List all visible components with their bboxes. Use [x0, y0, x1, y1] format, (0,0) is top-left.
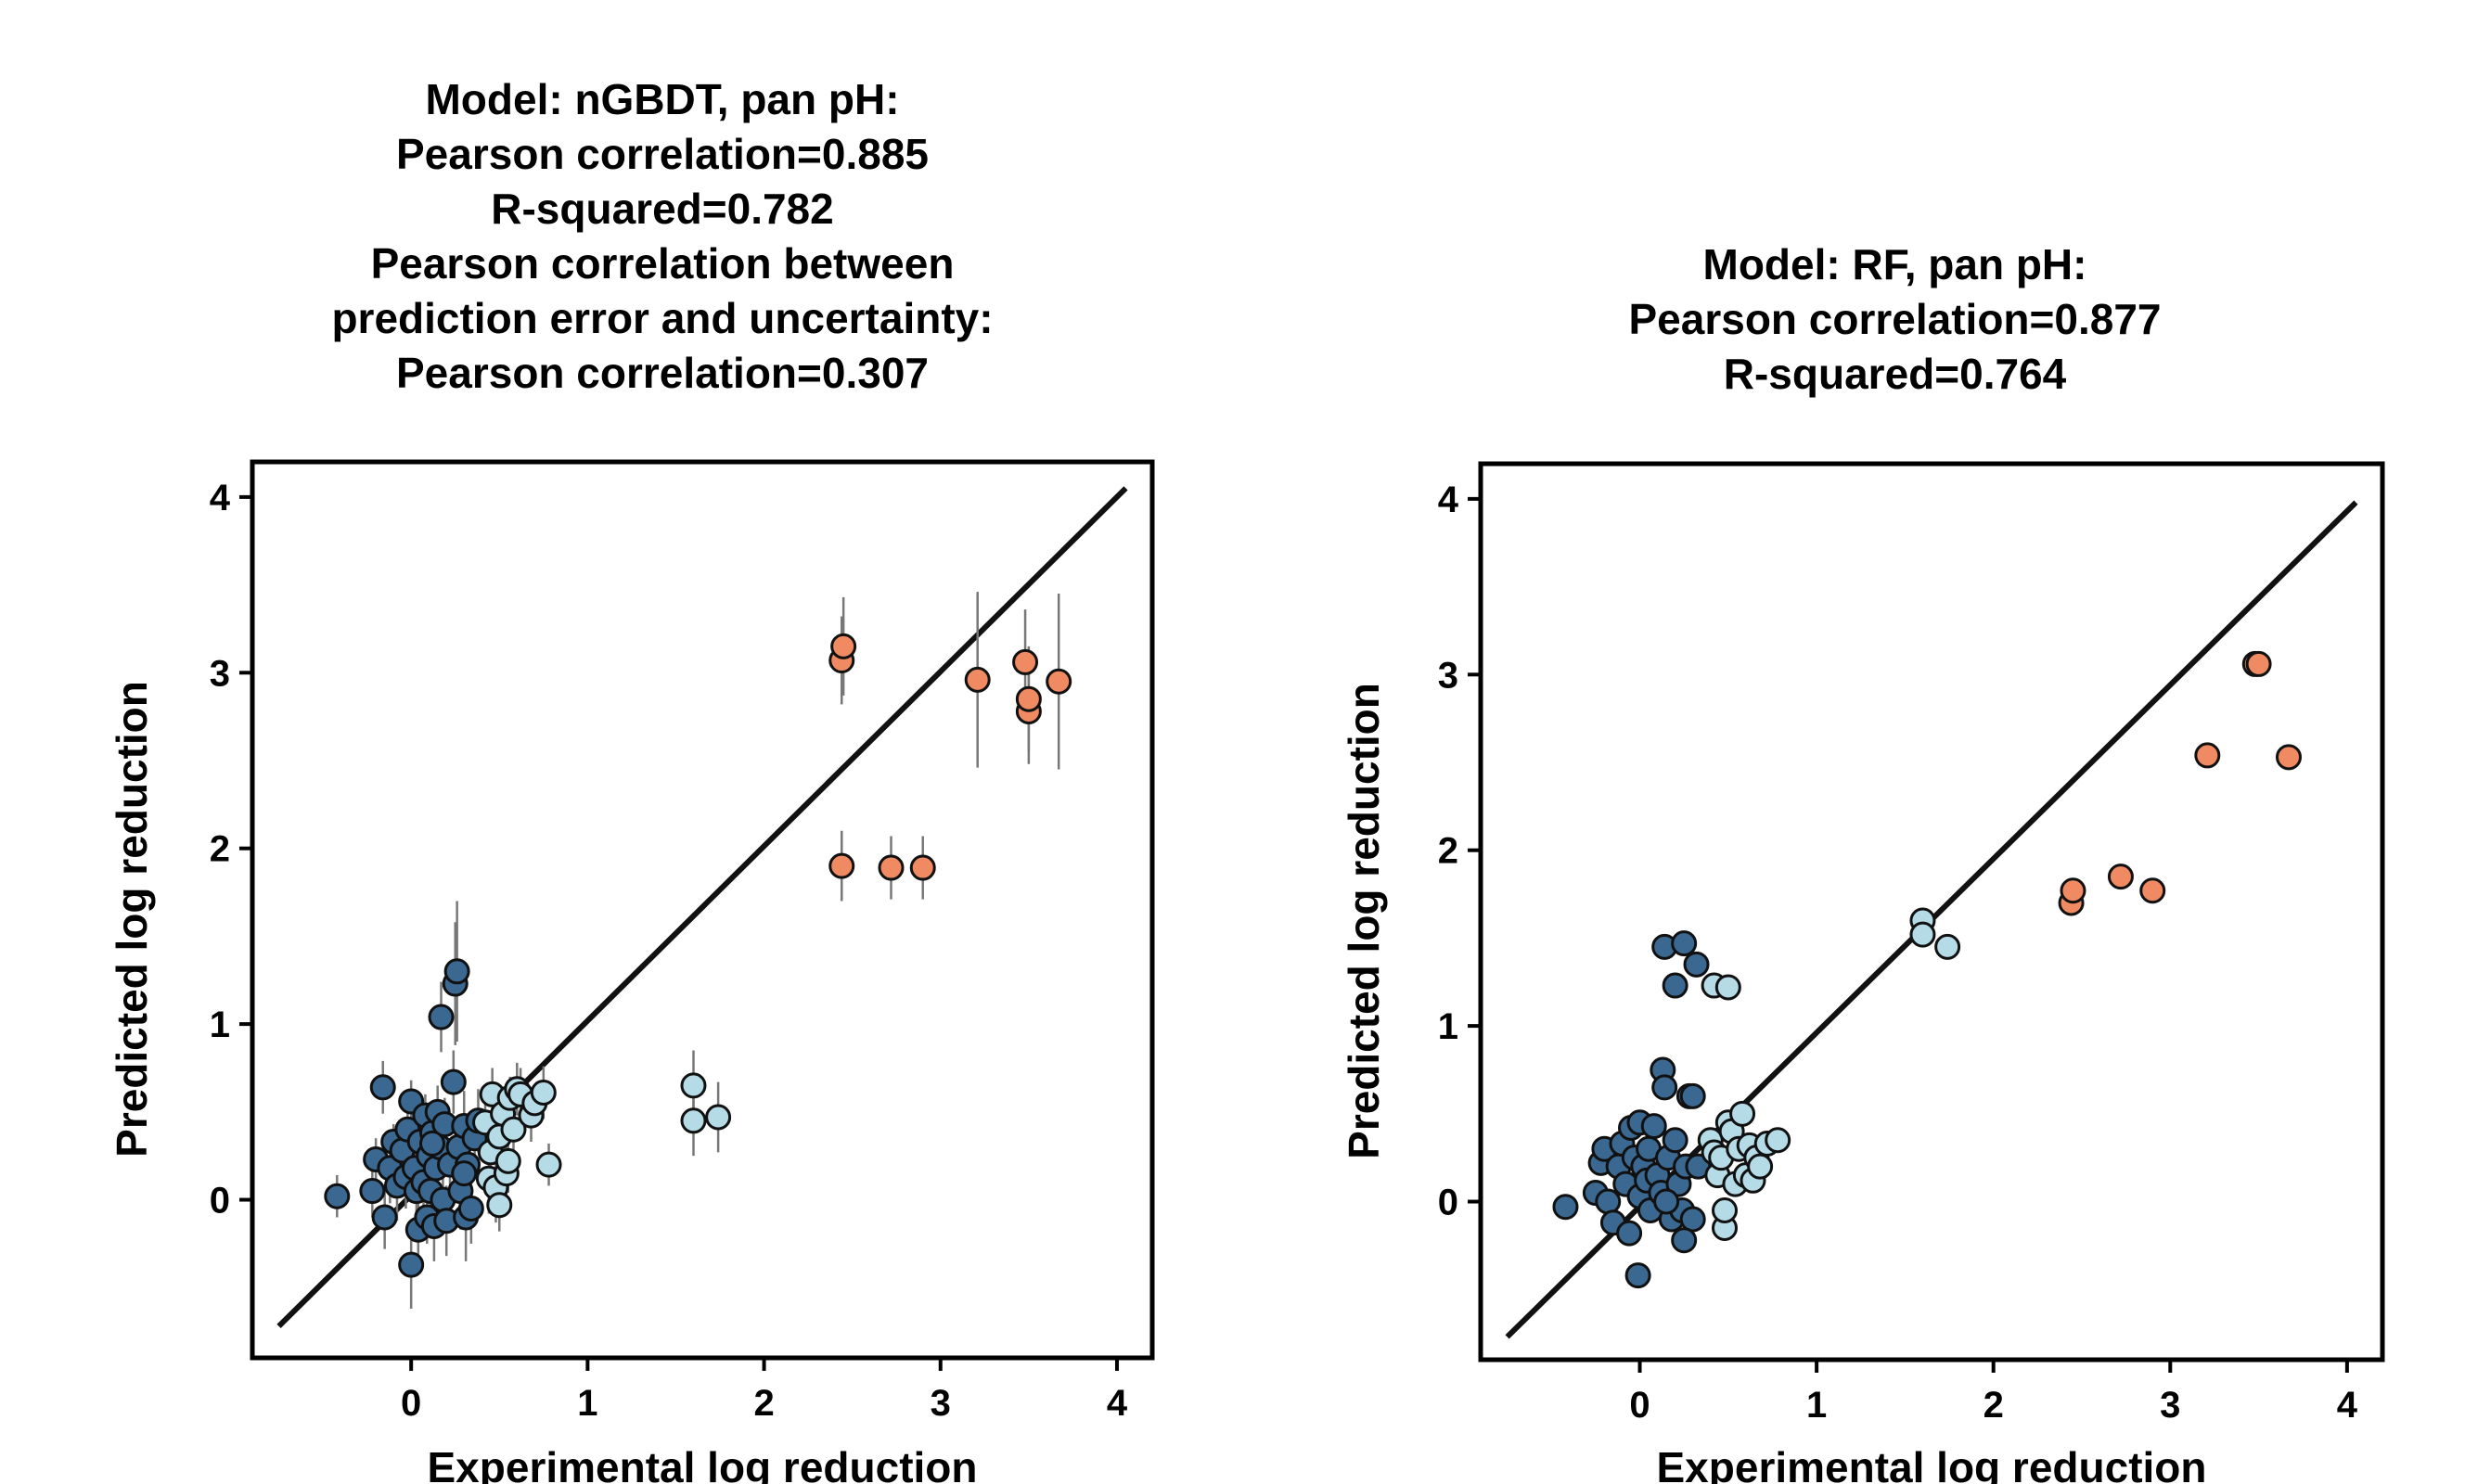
title-line: prediction error and uncertainty: — [331, 294, 994, 342]
data-point-orange — [1012, 648, 1039, 675]
data-point-orange — [878, 854, 905, 881]
data-point-light — [500, 1116, 527, 1143]
data-point-orange — [2060, 877, 2086, 904]
data-point-dark — [1595, 1188, 1622, 1215]
y-axis-label: Predicted log reduction — [1340, 683, 1388, 1159]
data-point-light — [680, 1107, 707, 1134]
chart-panel-ngbdt: Model: nGBDT, pan pH: Pearson correlatio… — [0, 0, 1232, 1484]
data-point-dark — [1679, 1206, 1706, 1233]
title-line: R-squared=0.782 — [491, 185, 834, 233]
title-line: Pearson correlation=0.877 — [1628, 295, 2162, 343]
data-point-orange — [909, 854, 936, 881]
data-point-dark — [1662, 972, 1688, 999]
data-point-light — [1714, 974, 1741, 1001]
data-point-dark — [359, 1178, 386, 1205]
plot-frame — [1478, 461, 2385, 1362]
data-point-orange — [2107, 864, 2134, 890]
y-tick-label: 4 — [210, 478, 231, 518]
x-tick-label: 3 — [2160, 1385, 2180, 1426]
data-point-light — [705, 1104, 732, 1131]
x-tick-label: 0 — [1629, 1385, 1650, 1426]
data-point-dark — [1679, 1082, 1706, 1109]
data-point-dark — [1616, 1220, 1643, 1247]
y-axis-label: Predicted log reduction — [108, 681, 156, 1158]
chart-title: Model: nGBDT, pan pH: Pearson correlatio… — [0, 72, 1232, 401]
data-point-light — [1765, 1127, 1791, 1154]
data-point-light — [1934, 933, 1961, 960]
x-tick-label: 1 — [577, 1383, 597, 1424]
y-tick-label: 0 — [1438, 1183, 1458, 1223]
y-tick-label: 1 — [210, 1004, 230, 1045]
data-point-dark — [398, 1251, 425, 1278]
data-point-light — [680, 1072, 707, 1099]
y-tick-label: 3 — [1438, 655, 1458, 696]
y-tick-label: 3 — [210, 653, 230, 694]
data-point-light — [535, 1151, 562, 1178]
title-line: Model: RF, pan pH: — [1702, 240, 2087, 288]
scatter-plot-ngbdt: 0 1 2 3 4 0 1 2 3 4 Experimental log reduction Pred… — [108, 459, 1155, 1484]
y-tick-label: 1 — [1438, 1006, 1458, 1047]
data-point-light — [1747, 1153, 1774, 1180]
x-tick-label: 2 — [1984, 1385, 2004, 1426]
y-tick-label: 2 — [210, 829, 230, 870]
data-point-orange — [828, 852, 855, 879]
data-point-orange — [830, 633, 857, 659]
x-tick-label: 3 — [931, 1383, 951, 1424]
data-point-dark — [369, 1074, 396, 1101]
data-point-dark — [443, 958, 470, 985]
x-axis-label: Experimental log reduction — [1657, 1443, 2207, 1484]
chart-panel-rf: Model: RF, pan pH: Pearson correlation=0… — [1232, 0, 2465, 1484]
data-point-orange — [2275, 744, 2302, 771]
data-point-light — [494, 1147, 521, 1174]
data-point-orange — [1015, 685, 1042, 712]
data-point-orange — [1046, 668, 1072, 695]
data-point-dark — [324, 1183, 351, 1209]
data-point-light — [1729, 1100, 1756, 1127]
data-point-dark — [1683, 951, 1710, 978]
title-line: Pearson correlation=0.885 — [395, 130, 929, 178]
x-tick-label: 1 — [1806, 1385, 1827, 1426]
data-point-dark — [1653, 1188, 1680, 1215]
y-tick-label: 4 — [1438, 480, 1459, 520]
y-tick-label: 0 — [210, 1181, 230, 1222]
data-point-orange — [2194, 742, 2221, 769]
y-tick-label: 2 — [1438, 831, 1458, 872]
data-point-orange — [2139, 877, 2166, 904]
data-point-dark — [419, 1130, 445, 1157]
chart-title: Model: RF, pan pH: Pearson correlation=0… — [1232, 237, 2465, 402]
title-line: Pearson correlation between — [370, 239, 955, 288]
data-point-dark — [440, 1068, 467, 1095]
title-line: Model: nGBDT, pan pH: — [425, 75, 900, 123]
data-point-dark — [1671, 930, 1698, 957]
data-point-dark — [457, 1196, 484, 1222]
scatter-plot-rf: 0 1 2 3 4 0 1 2 3 4 Experimental log reduction Pred… — [1340, 461, 2385, 1484]
x-tick-label: 4 — [1107, 1383, 1128, 1424]
plot-frame — [250, 459, 1155, 1361]
x-tick-label: 2 — [753, 1383, 774, 1424]
title-line: R-squared=0.764 — [1723, 350, 2067, 398]
data-point-dark — [1552, 1194, 1579, 1221]
data-point-dark — [1651, 1074, 1678, 1101]
data-point-orange — [2245, 650, 2272, 677]
data-point-light — [486, 1192, 513, 1219]
data-point-dark — [428, 1004, 455, 1030]
x-tick-label: 0 — [401, 1383, 421, 1424]
x-axis-label: Experimental log reduction — [428, 1443, 978, 1484]
x-tick-label: 4 — [2337, 1385, 2358, 1426]
data-point-light — [530, 1079, 557, 1106]
data-point-dark — [1640, 1113, 1667, 1140]
title-line: Pearson correlation=0.307 — [395, 349, 929, 397]
data-point-dark — [451, 1160, 478, 1187]
data-point-dark — [1662, 1127, 1688, 1154]
data-point-dark — [1671, 1227, 1698, 1254]
data-point-dark — [1624, 1262, 1651, 1289]
data-point-light — [1712, 1197, 1739, 1223]
data-point-orange — [964, 666, 991, 693]
data-point-dark — [371, 1204, 398, 1231]
data-point-light — [1909, 921, 1936, 948]
